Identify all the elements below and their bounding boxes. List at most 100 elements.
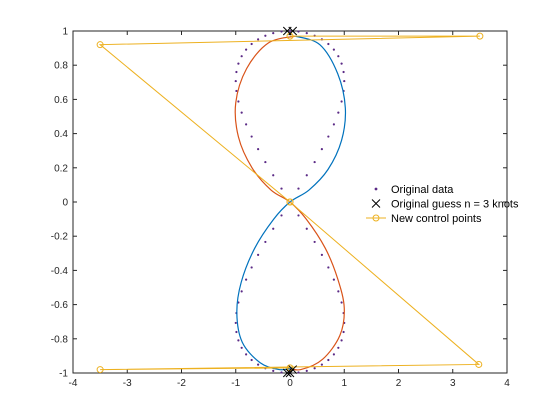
data-point xyxy=(237,100,240,103)
data-point xyxy=(245,48,248,51)
guess-marker xyxy=(285,368,295,378)
data-point xyxy=(264,34,267,37)
x-tick-label: -3 xyxy=(123,378,132,389)
control-point xyxy=(475,360,483,368)
data-point xyxy=(280,187,283,190)
legend: Original data Original guess n = 3 knots N… xyxy=(366,184,519,225)
data-point xyxy=(250,135,253,138)
data-point xyxy=(240,55,243,58)
data-point xyxy=(250,42,253,46)
y-tick-label: -0.6 xyxy=(51,300,69,311)
data-point xyxy=(240,111,243,114)
data-point xyxy=(342,70,345,74)
data-point xyxy=(257,38,260,41)
data-point xyxy=(297,30,300,33)
data-point xyxy=(313,240,316,244)
fit-curve-2 xyxy=(236,35,347,371)
data-point xyxy=(340,301,343,304)
data-point xyxy=(327,266,330,269)
control-point xyxy=(96,366,104,374)
data-point xyxy=(327,42,330,46)
y-tick-label: 0.6 xyxy=(54,95,68,106)
data-point xyxy=(337,346,340,349)
data-point xyxy=(340,100,343,103)
legend-label: New control points xyxy=(391,213,482,225)
data-point xyxy=(297,214,300,217)
y-tick-label: 0.4 xyxy=(54,129,68,140)
data-point xyxy=(320,253,323,256)
data-point xyxy=(264,240,267,244)
data-point xyxy=(250,266,253,269)
y-tick-label: 0 xyxy=(62,198,68,209)
data-point xyxy=(250,358,253,362)
data-point xyxy=(257,148,260,151)
data-point xyxy=(340,339,343,342)
y-tick-label: 1 xyxy=(62,27,68,38)
guess-marker xyxy=(288,26,298,36)
data-point xyxy=(327,358,330,362)
y-tick-label: 0.2 xyxy=(54,163,68,174)
data-point xyxy=(327,135,330,138)
data-point xyxy=(297,371,300,374)
data-point xyxy=(332,48,335,51)
data-point xyxy=(320,363,323,366)
data-point xyxy=(297,187,300,190)
data-point xyxy=(272,174,275,177)
plot-area xyxy=(96,26,484,378)
legend-marker-circle xyxy=(372,214,380,222)
data-point xyxy=(342,330,345,334)
data-point xyxy=(280,371,283,374)
data-point xyxy=(332,123,335,126)
x-tick-label: 3 xyxy=(450,378,456,389)
y-tick-label: -0.2 xyxy=(51,232,69,243)
data-point xyxy=(305,32,308,35)
y-tick-label: -0.4 xyxy=(51,266,69,277)
data-point xyxy=(257,253,260,256)
data-point xyxy=(280,214,283,217)
data-point xyxy=(305,227,308,230)
guess-marker xyxy=(288,365,298,374)
control-point xyxy=(286,198,294,206)
y-tick-label: 0.8 xyxy=(54,61,68,72)
x-tick-label: -1 xyxy=(231,378,240,389)
data-point xyxy=(240,290,243,293)
data-point xyxy=(272,227,275,230)
data-point xyxy=(245,353,248,356)
data-point xyxy=(235,89,238,93)
legend-marker-dot xyxy=(374,187,378,191)
x-tick-label: -2 xyxy=(177,378,186,389)
data-point xyxy=(313,367,316,370)
data-point xyxy=(340,62,343,65)
x-tick-label: 1 xyxy=(341,378,347,389)
data-point xyxy=(234,321,237,325)
data-point xyxy=(313,160,316,164)
data-point xyxy=(332,278,335,281)
control-point xyxy=(476,32,484,40)
data-point xyxy=(305,369,308,372)
y-tick-label: -0.8 xyxy=(51,334,69,345)
data-point xyxy=(337,290,340,293)
y-tick-label: -1 xyxy=(59,369,68,380)
data-point xyxy=(235,70,238,74)
data-point xyxy=(337,111,340,114)
data-point xyxy=(234,79,237,83)
data-point xyxy=(245,123,248,126)
data-point xyxy=(235,330,238,334)
legend-marker-x xyxy=(371,199,381,208)
x-tick-label: -4 xyxy=(69,378,78,389)
data-point xyxy=(237,339,240,342)
legend-label: Original guess n = 3 knots xyxy=(391,199,519,211)
data-point xyxy=(245,278,248,281)
data-point xyxy=(343,79,346,83)
x-tick-label: 4 xyxy=(504,378,510,389)
data-point xyxy=(337,55,340,58)
data-point xyxy=(272,32,275,35)
x-tick-label: 0 xyxy=(287,378,293,389)
legend-label: Original data xyxy=(391,184,454,196)
guess-marker xyxy=(282,368,292,378)
data-point xyxy=(332,353,335,356)
data-point xyxy=(280,30,283,33)
control-polygon-line xyxy=(98,35,481,371)
data-point xyxy=(288,29,292,33)
